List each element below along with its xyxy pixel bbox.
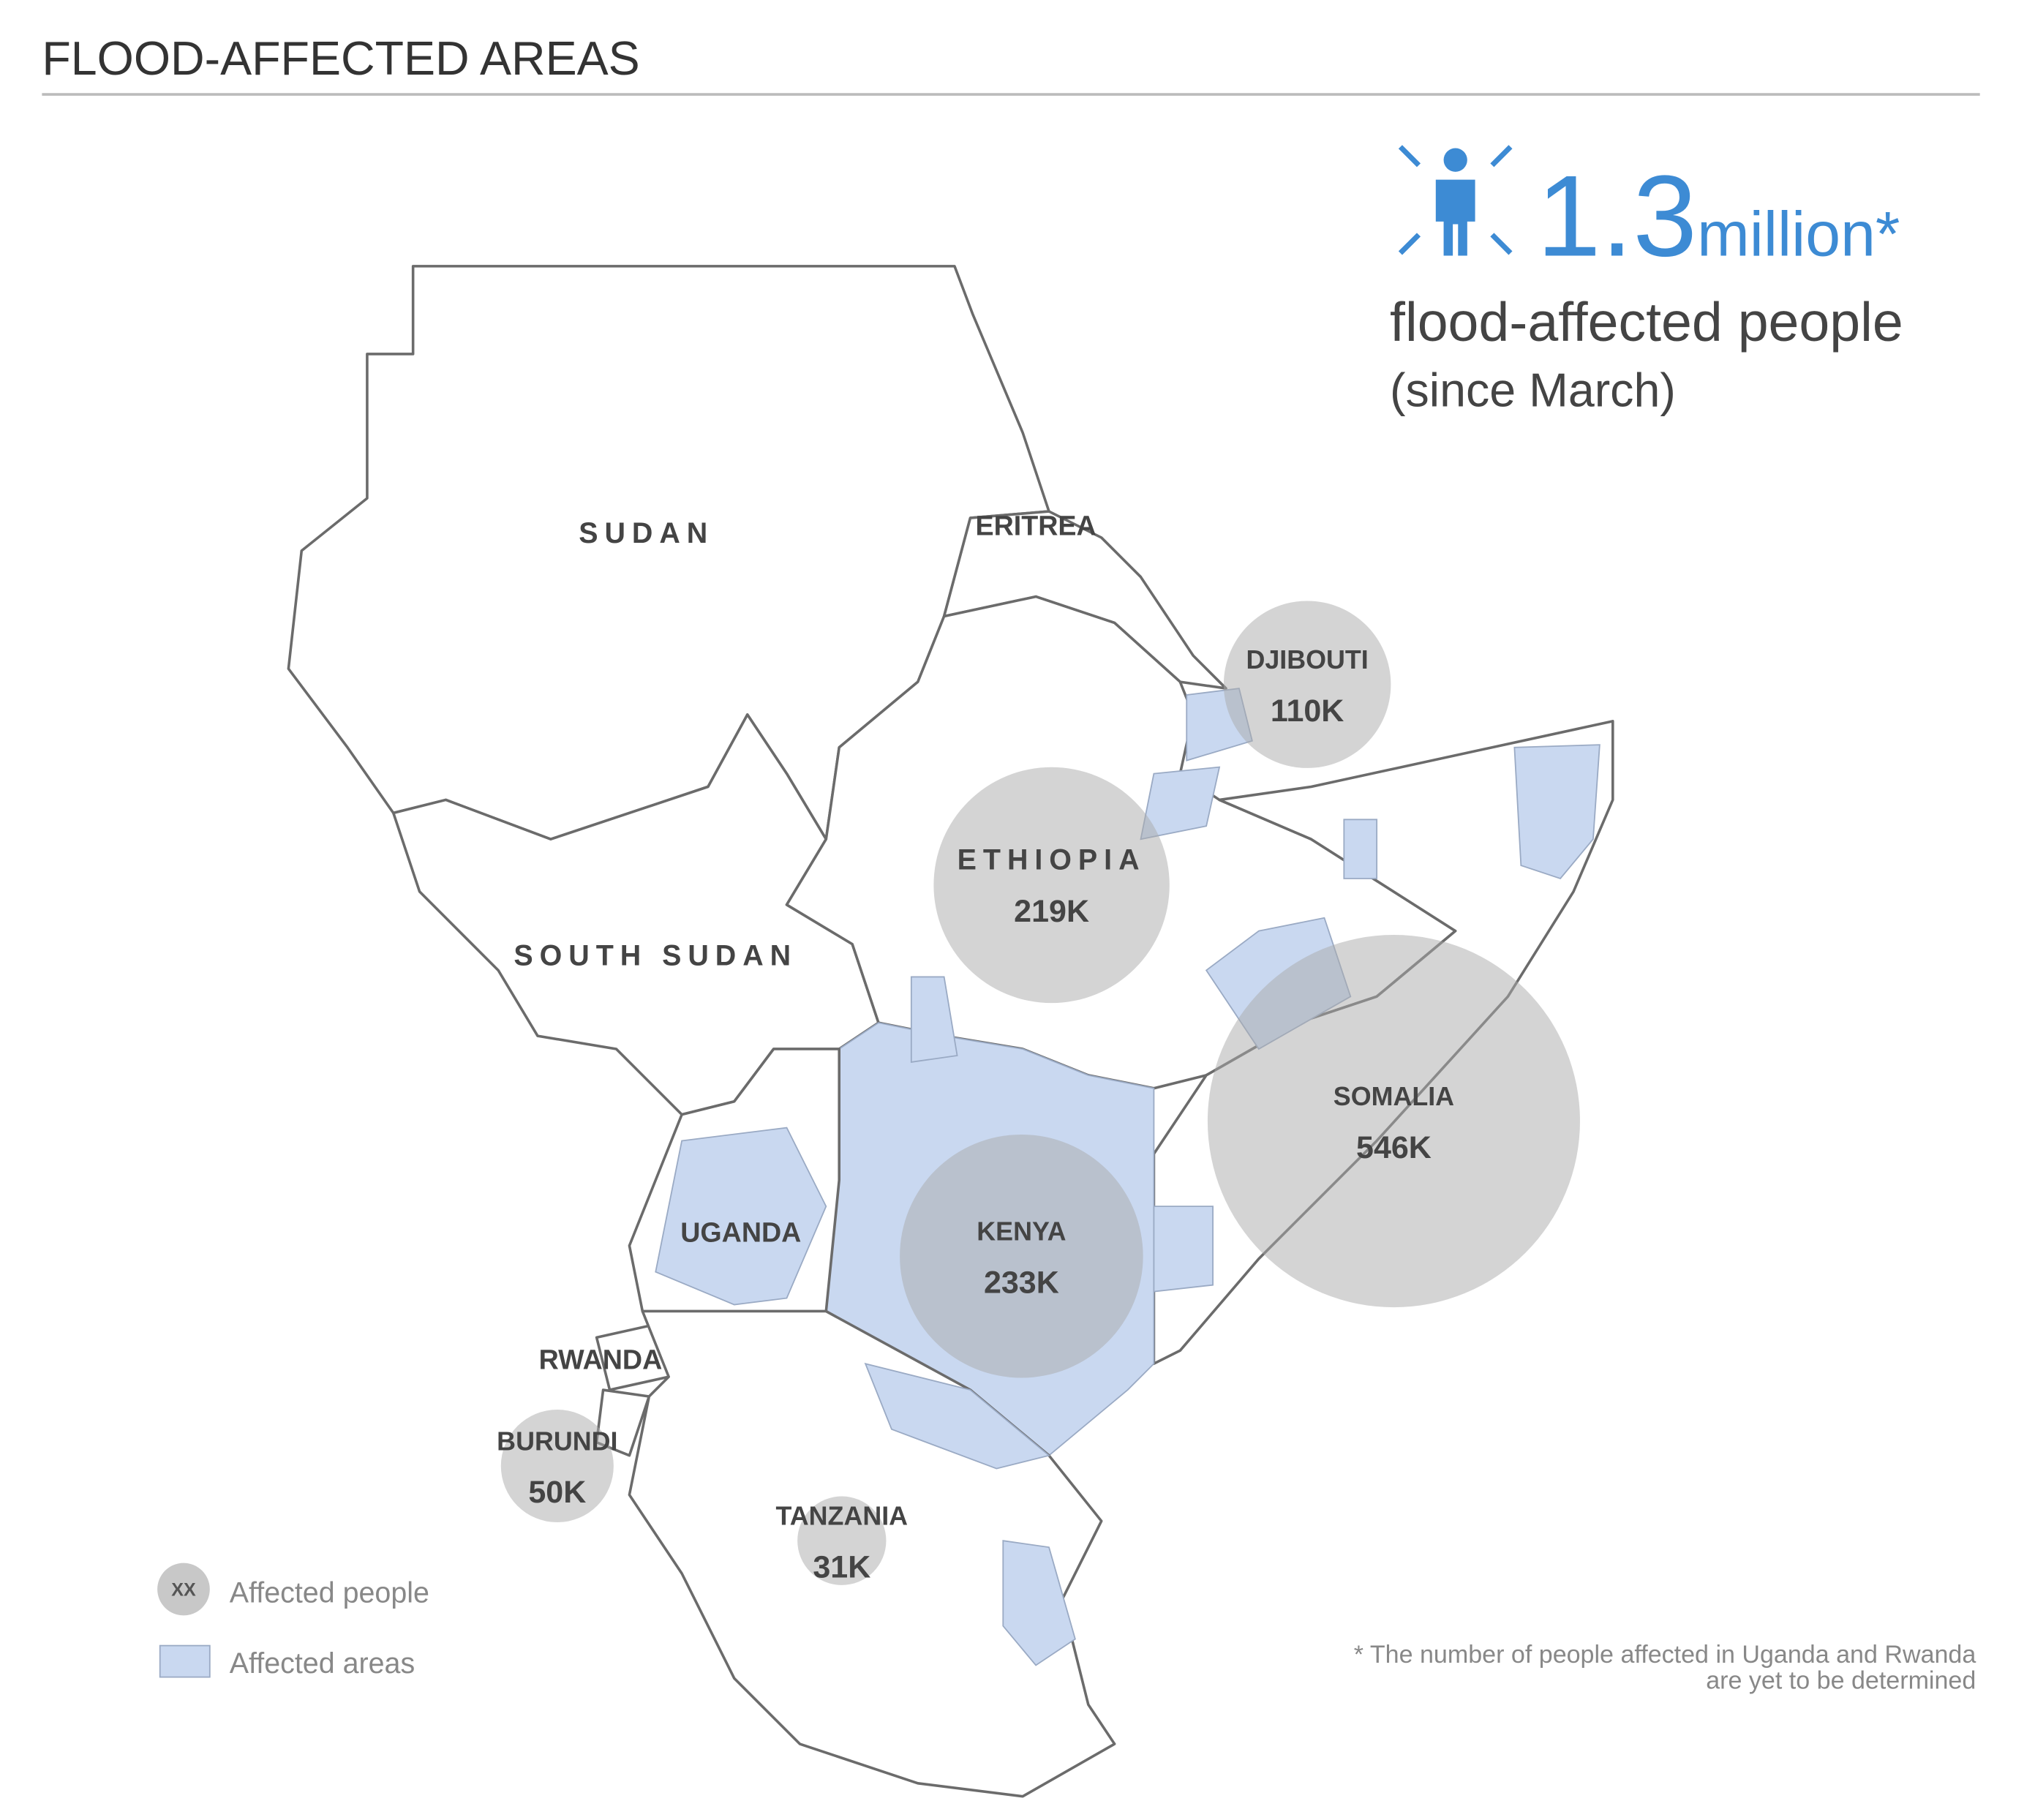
bubble-name: TANZANIA bbox=[776, 1502, 909, 1531]
legend-label: Affected people bbox=[230, 1576, 429, 1609]
bubble-value: 50K bbox=[528, 1475, 586, 1510]
country-label: ERITREA bbox=[976, 510, 1097, 541]
people-bubble bbox=[500, 1409, 614, 1523]
bubble-name: DJIBOUTI bbox=[1246, 645, 1368, 674]
people-bubble bbox=[1223, 601, 1391, 768]
headline-period: (since March) bbox=[1390, 364, 1676, 417]
bubble-name: ETHIOPIA bbox=[958, 843, 1146, 876]
burundi-shape bbox=[595, 1388, 651, 1457]
affected-area bbox=[1343, 819, 1378, 879]
country-labels: SUDAN SOUTH SUDAN ERITREA UGANDA RWANDA bbox=[514, 510, 1096, 1375]
people-bubble bbox=[797, 1496, 887, 1585]
legend-swatch bbox=[159, 1644, 211, 1678]
bubble-value: 110K bbox=[1271, 693, 1344, 729]
bubble-name: BURUNDI bbox=[497, 1427, 617, 1456]
bubbles: DJIBOUTI 110K ETHIOPIA 219K SOMALIA 546K KENYA… bbox=[497, 601, 1580, 1585]
legend-symbol: XX bbox=[171, 1579, 196, 1600]
affected-area bbox=[1513, 744, 1600, 880]
section-title: FLOOD-AFFECTED AREAS bbox=[42, 32, 639, 85]
people-bubble bbox=[900, 1134, 1143, 1378]
headline-label: flood-affected people bbox=[1390, 291, 1903, 353]
bubble-name: KENYA bbox=[977, 1217, 1066, 1246]
bubble-value: 546K bbox=[1356, 1130, 1432, 1165]
affected-area bbox=[655, 1127, 827, 1306]
bubble-value: 219K bbox=[1014, 894, 1089, 929]
headline-unit: million* bbox=[1697, 200, 1900, 270]
affected-area bbox=[1002, 1540, 1076, 1666]
affected-area bbox=[910, 976, 958, 1063]
person-icon bbox=[1398, 145, 1513, 256]
legend-label: Affected areas bbox=[230, 1647, 415, 1680]
affected-area bbox=[1153, 1206, 1214, 1293]
legend-bubble bbox=[157, 1563, 210, 1616]
country-label: SUDAN bbox=[579, 517, 714, 549]
footnote: are yet to be determined bbox=[1706, 1667, 1976, 1695]
country-label: RWANDA bbox=[539, 1344, 663, 1375]
people-bubble bbox=[933, 767, 1170, 1004]
headline-number: 1.3million* bbox=[1537, 152, 1900, 281]
bubble-value: 31K bbox=[813, 1549, 870, 1584]
country-label: SOUTH SUDAN bbox=[514, 939, 797, 971]
country-label: UGANDA bbox=[680, 1217, 801, 1248]
headline-value: 1.3 bbox=[1537, 152, 1697, 281]
affected-area bbox=[864, 1362, 1050, 1470]
legend: XX Affected people Affected areas bbox=[157, 1563, 429, 1680]
footnote: * The number of people affected in Ugand… bbox=[1354, 1641, 1976, 1669]
affected-areas bbox=[655, 688, 1600, 1666]
bubble-value: 233K bbox=[984, 1265, 1059, 1300]
people-bubble bbox=[1207, 935, 1580, 1308]
bubble-name: SOMALIA bbox=[1334, 1082, 1454, 1111]
